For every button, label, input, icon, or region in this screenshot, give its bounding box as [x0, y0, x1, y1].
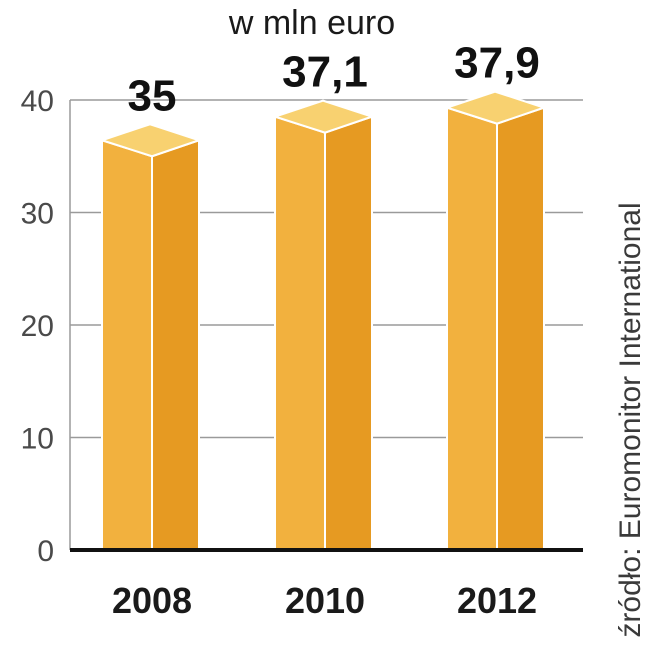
data-label-2008: 35 [128, 71, 177, 120]
data-label-2012: 37,9 [454, 39, 540, 88]
bar-2008 [101, 123, 200, 551]
bar-top-face-2012 [446, 90, 545, 125]
bar-side-face-2008 [151, 139, 200, 551]
bar-top-face-2008 [101, 123, 200, 158]
x-tick-label-2012: 2012 [457, 580, 537, 621]
y-tick-label-0: 0 [37, 535, 54, 568]
source-note: źródło: Euromonitor International [614, 202, 647, 637]
bar-front-face-2010 [274, 115, 326, 551]
bar-front-face-2008 [101, 139, 153, 551]
y-tick-label-20: 20 [21, 310, 54, 343]
y-axis-ticks: 0 10 20 30 40 [21, 85, 54, 568]
bar-front-face-2012 [446, 106, 498, 551]
y-tick-label-10: 10 [21, 423, 54, 456]
bar-2010 [274, 99, 373, 551]
bar-side-face-2012 [496, 106, 545, 551]
bar-side-face-2010 [324, 115, 373, 551]
data-label-2010: 37,1 [282, 48, 368, 97]
unit-label: w mln euro [228, 4, 395, 42]
x-tick-label-2010: 2010 [285, 580, 365, 621]
bars [70, 90, 583, 552]
y-tick-label-40: 40 [21, 85, 54, 118]
x-tick-label-2008: 2008 [112, 580, 192, 621]
data-labels: 35 37,1 37,9 [128, 39, 540, 121]
bar-top-face-2010 [274, 99, 373, 134]
x-axis-labels: 2008 2010 2012 [112, 580, 537, 621]
y-tick-label-30: 30 [21, 198, 54, 231]
bar-2012 [446, 90, 545, 551]
